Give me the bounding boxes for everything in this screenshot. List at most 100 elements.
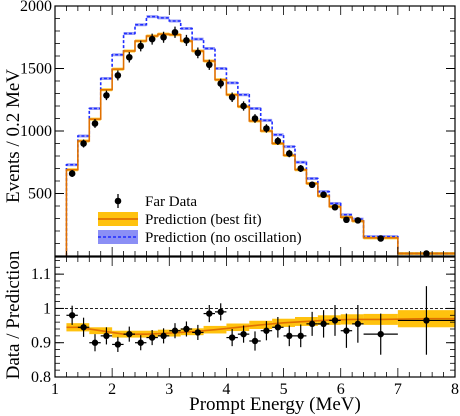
far-data-point xyxy=(217,78,225,89)
ratio-marker xyxy=(68,312,76,319)
far-data-marker xyxy=(274,137,282,145)
ratio-data-point xyxy=(340,313,353,348)
no-oscillation-band-bin xyxy=(260,118,273,122)
bottom-panel-frame xyxy=(54,256,456,378)
far-data-marker xyxy=(103,92,110,99)
far-data-point xyxy=(148,33,156,45)
legend-entry-best-fit xyxy=(98,212,138,226)
ratio-marker xyxy=(423,317,430,324)
ratio-best-fit-line xyxy=(66,317,455,335)
ratio-data-point xyxy=(226,329,238,347)
top-y-tick-label: 1500 xyxy=(20,61,52,78)
far-data-point xyxy=(331,203,339,211)
ratio-marker xyxy=(103,332,110,340)
far-data-marker xyxy=(68,170,76,177)
bottom-y-tick-label: 1 xyxy=(43,300,51,317)
bottom-panel: 0.8 0.9 1 1.1 1 2 3 4 5 6 7 8 Data / Prediction Pr… xyxy=(3,250,459,415)
far-data-marker xyxy=(205,61,213,69)
ratio-data-point xyxy=(146,330,158,346)
legend-label: Far Data xyxy=(145,194,197,210)
no-oscillation-band-bin xyxy=(192,37,204,41)
no-oscillation-band-bin xyxy=(249,107,261,110)
far-data-point xyxy=(308,181,316,189)
x-tick-label: 3 xyxy=(165,381,173,398)
ratio-data-point xyxy=(203,305,215,323)
far-data-point xyxy=(137,40,145,52)
best-fit-line xyxy=(65,33,455,256)
ratio-marker xyxy=(228,334,236,341)
top-y-tick-label: 1000 xyxy=(20,123,52,140)
ratio-data-point xyxy=(249,331,261,351)
far-data-marker xyxy=(285,150,293,157)
far-data-marker xyxy=(343,216,350,224)
far-data-point xyxy=(343,216,350,224)
top-panel: 500 1000 1500 2000 Events / 0.2 MeV Far Dat… xyxy=(3,0,456,257)
far-data-point xyxy=(240,101,247,111)
ratio-marker xyxy=(308,320,316,328)
ratio-marker xyxy=(251,337,259,345)
far-data-marker xyxy=(160,33,167,41)
no-oscillation-band-bin xyxy=(237,93,250,97)
top-y-axis: 500 1000 1500 2000 xyxy=(20,0,455,244)
legend-far-data-marker xyxy=(114,197,122,205)
x-tick-label: 6 xyxy=(337,381,345,398)
ratio-marker xyxy=(206,310,213,317)
x-axis-title: Prompt Energy (MeV) xyxy=(189,394,361,415)
top-data-points xyxy=(68,26,430,257)
ratio-data-point xyxy=(352,305,364,343)
bottom-y-tick-label: 0.9 xyxy=(31,335,51,352)
far-data-marker xyxy=(148,35,156,43)
ratio-marker xyxy=(377,330,384,338)
ratio-marker xyxy=(320,320,327,328)
ratio-marker xyxy=(286,332,293,340)
top-y-tick-label: 2000 xyxy=(20,0,52,15)
ratio-data-point xyxy=(135,335,147,351)
far-data-point xyxy=(354,217,362,224)
top-y-axis-title: Events / 0.2 MeV xyxy=(3,69,24,203)
ratio-data-point xyxy=(272,317,284,338)
far-data-marker xyxy=(137,42,145,50)
ratio-data-point xyxy=(192,324,204,340)
far-data-marker xyxy=(320,191,327,199)
legend-label: Prediction (no oscillation) xyxy=(145,230,302,246)
far-data-point xyxy=(91,119,99,128)
ratio-data-point xyxy=(329,305,341,336)
ratio-data-point xyxy=(237,325,250,343)
ratio-data-point xyxy=(169,323,181,339)
far-data-point xyxy=(125,52,133,63)
far-data-point xyxy=(297,165,305,172)
ratio-data-point xyxy=(295,324,307,348)
far-data-marker xyxy=(240,102,247,110)
ratio-marker xyxy=(171,327,179,334)
x-tick-label: 4 xyxy=(222,381,230,398)
no-oscillation-band-bin xyxy=(203,47,215,50)
far-data-marker xyxy=(308,181,316,189)
far-data-point xyxy=(228,92,236,102)
ratio-marker xyxy=(148,334,156,341)
legend: Far Data Prediction (best fit) Prediction … xyxy=(98,194,302,246)
ratio-data-point xyxy=(215,303,227,321)
far-data-point xyxy=(263,124,270,133)
ratio-data-points xyxy=(66,286,455,355)
far-data-marker xyxy=(263,125,270,132)
ratio-marker xyxy=(354,320,362,328)
ratio-data-point xyxy=(157,328,170,344)
ratio-data-point xyxy=(112,336,124,352)
far-data-point xyxy=(114,70,122,81)
ratio-marker xyxy=(217,308,224,316)
ratio-marker xyxy=(80,324,87,331)
legend-entry-no-oscillation xyxy=(98,230,138,244)
ratio-marker xyxy=(194,329,202,336)
x-tick-label: 5 xyxy=(280,381,288,398)
ratio-data-point xyxy=(123,326,135,342)
ratio-marker xyxy=(343,327,350,334)
far-data-marker xyxy=(354,217,362,224)
x-tick-label: 8 xyxy=(451,381,459,398)
far-data-marker xyxy=(377,235,385,242)
no-oscillation-band-bin xyxy=(272,133,284,137)
far-data-point xyxy=(160,31,167,43)
ratio-band xyxy=(66,310,455,338)
ratio-marker xyxy=(91,339,99,346)
far-data-marker xyxy=(331,203,339,211)
